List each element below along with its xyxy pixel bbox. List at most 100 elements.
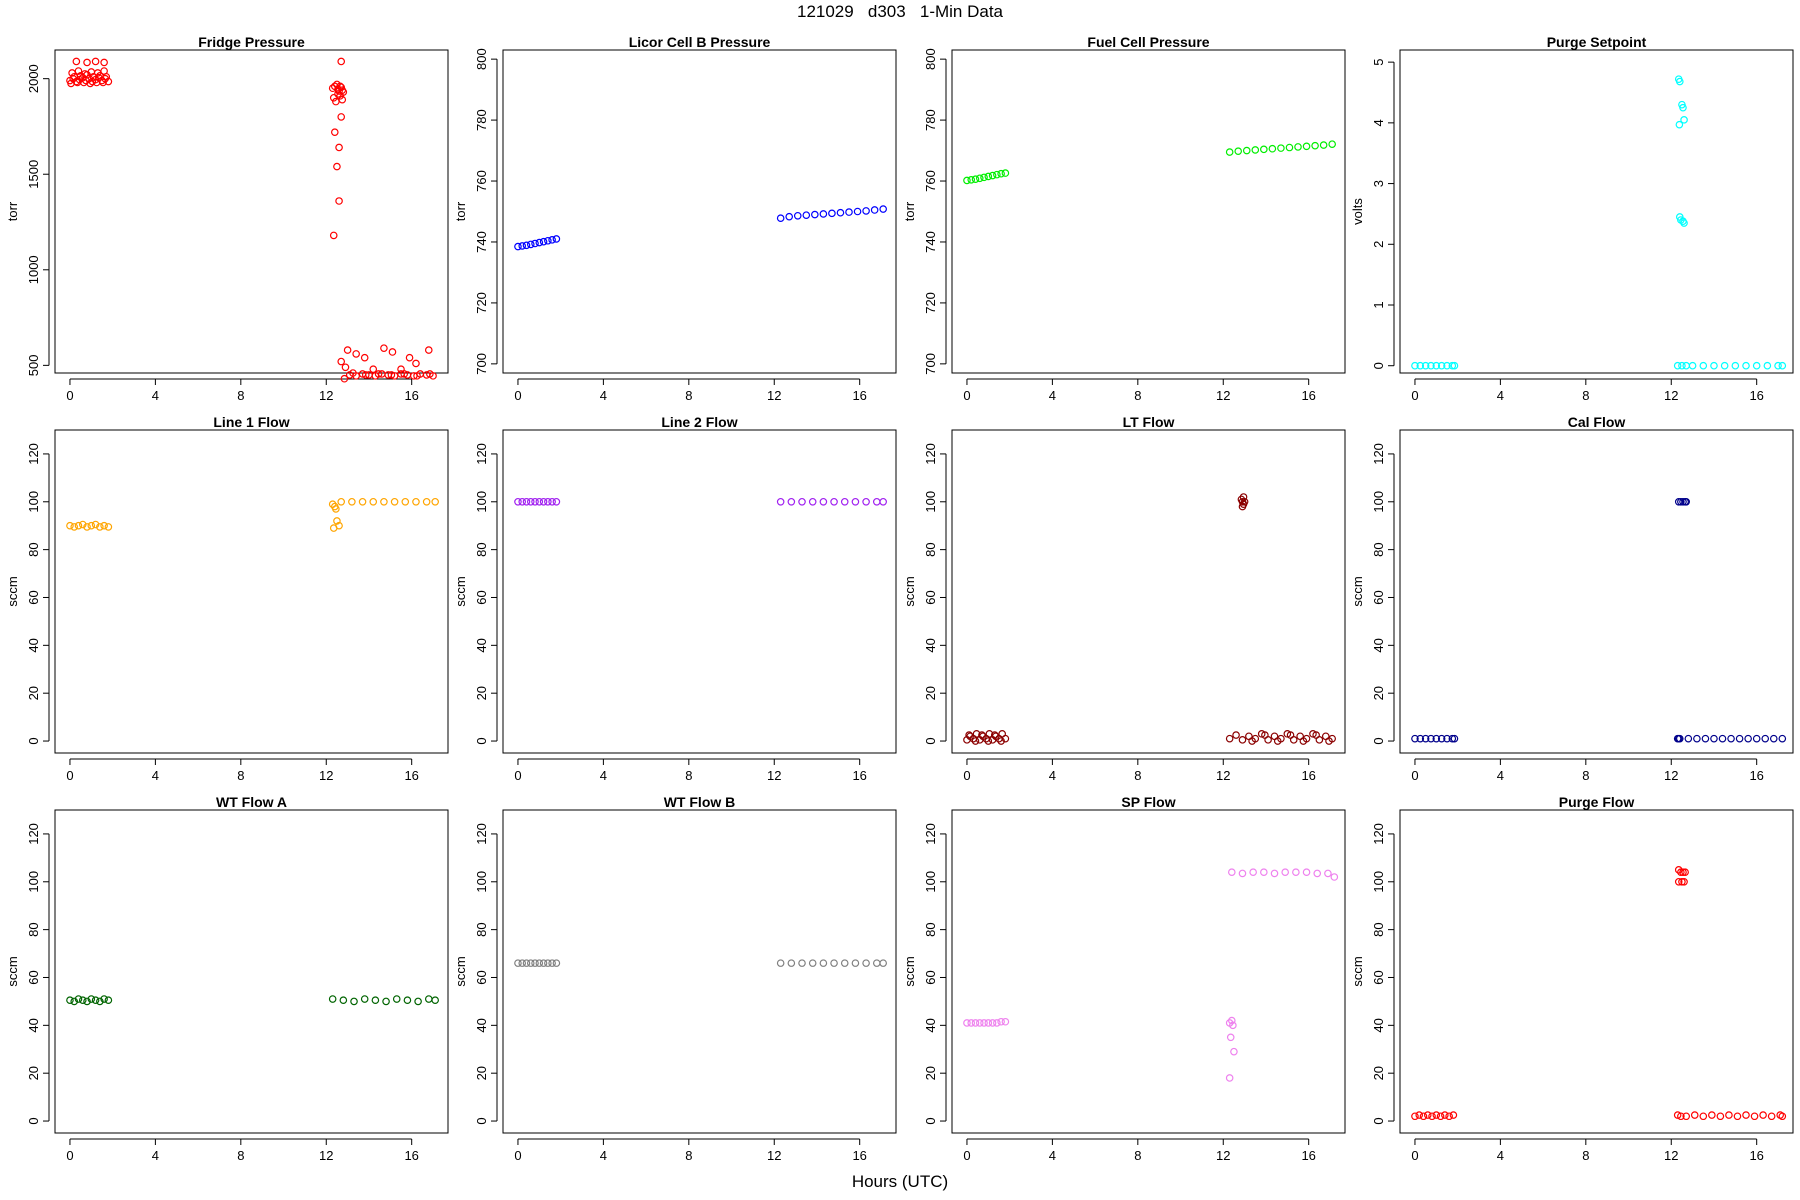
panel-fridge-pressure: Fridge Pressure 0 4 8 12 16 500 1000 1500 2000 tor… — [5, 34, 449, 403]
data-points — [1411, 497, 1787, 743]
data-point — [526, 497, 535, 506]
data-point — [1421, 734, 1430, 743]
data-point — [544, 959, 552, 967]
data-point — [851, 959, 860, 967]
data-point — [1674, 866, 1683, 874]
data-point — [522, 959, 531, 967]
y-tick-label: 120 — [1371, 823, 1386, 845]
data-point — [1778, 734, 1787, 743]
data-point — [1421, 361, 1430, 370]
x-tick-label: 12 — [1664, 768, 1678, 783]
y-tick-label: 700 — [923, 353, 938, 375]
data-point — [785, 212, 794, 221]
data-point — [988, 1019, 997, 1027]
data-point — [328, 84, 337, 93]
data-point — [1675, 734, 1684, 743]
y-axis-label: sccm — [902, 956, 917, 986]
data-point — [967, 176, 976, 184]
data-point — [836, 208, 845, 217]
data-point — [1285, 143, 1294, 152]
data-point — [83, 523, 91, 531]
x-tick-label: 8 — [1582, 388, 1589, 403]
data-point — [83, 58, 91, 67]
y-tick-label: 740 — [923, 231, 938, 253]
panel-lt-flow: LT Flow 0 4 8 12 16 0 20 40 60 80 100 120 sccm — [902, 414, 1346, 783]
x-tick-label: 4 — [1497, 768, 1504, 783]
data-point — [1330, 873, 1339, 881]
data-point — [980, 173, 988, 182]
data-point — [1675, 77, 1684, 86]
data-point — [993, 1019, 1001, 1027]
y-tick-label: 0 — [1371, 1117, 1386, 1124]
data-point — [518, 497, 527, 506]
panel-title: Licor Cell B Pressure — [629, 34, 771, 50]
data-point — [993, 170, 1001, 179]
data-point — [1682, 497, 1691, 506]
panel-licor-cell-b-pressure: Licor Cell B Pressure 0 4 8 12 16 700 720 740 760… — [453, 34, 897, 403]
data-point — [413, 372, 421, 380]
y-tick-label: 20 — [474, 1066, 489, 1080]
data-point — [336, 92, 344, 100]
data-point — [369, 497, 378, 506]
x-axis: 0 4 8 12 16 — [963, 758, 1316, 783]
data-point — [539, 237, 548, 246]
panel-cal-flow: Cal Flow 0 4 8 12 16 0 20 40 60 80 100 120 sccm — [1350, 414, 1794, 783]
plot-frame — [54, 429, 449, 754]
data-point — [1270, 869, 1279, 878]
data-point — [100, 995, 108, 1003]
data-point — [798, 959, 806, 967]
y-tick-label: 60 — [923, 590, 938, 604]
data-point — [1286, 731, 1295, 739]
x-tick-label: 8 — [237, 768, 244, 783]
data-point — [544, 497, 552, 506]
data-point — [328, 995, 337, 1003]
data-point — [1449, 1111, 1458, 1119]
y-axis: 0 20 40 60 80 100 120 sccm — [453, 443, 498, 745]
data-point — [1675, 120, 1684, 129]
x-tick-label: 4 — [1049, 768, 1056, 783]
data-point — [1680, 877, 1688, 886]
data-point — [1313, 869, 1322, 878]
y-axis: 700 720 740 760 780 800 torr — [902, 48, 947, 375]
data-point — [851, 497, 860, 506]
data-point — [1699, 361, 1708, 370]
data-point — [1708, 1111, 1716, 1119]
y-tick-label: 40 — [474, 638, 489, 652]
data-point — [776, 214, 785, 223]
data-point — [828, 209, 836, 218]
y-tick-label: 20 — [923, 1066, 938, 1080]
data-point — [819, 959, 828, 967]
x-tick-label: 8 — [237, 1148, 244, 1163]
data-point — [548, 959, 556, 967]
data-point — [1774, 361, 1782, 370]
data-point — [802, 211, 811, 219]
data-point — [862, 497, 870, 506]
data-points — [963, 868, 1339, 1082]
y-tick-label: 20 — [26, 686, 41, 700]
data-points — [963, 140, 1336, 185]
y-tick-label: 800 — [474, 48, 489, 70]
data-point — [975, 174, 984, 183]
data-point — [1727, 734, 1735, 743]
plot-frame — [1399, 429, 1794, 754]
y-axis-label: sccm — [1350, 576, 1365, 606]
data-point — [337, 113, 346, 121]
data-point — [339, 996, 348, 1005]
data-point — [337, 357, 346, 366]
y-tick-label: 20 — [1371, 686, 1386, 700]
x-tick-label: 0 — [66, 768, 73, 783]
data-point — [66, 996, 74, 1005]
data-point — [776, 959, 785, 967]
data-point — [1319, 141, 1328, 149]
data-point — [535, 497, 544, 506]
data-point — [776, 497, 785, 506]
x-axis: 0 4 8 12 16 — [514, 758, 867, 783]
data-point — [531, 959, 539, 967]
data-point — [104, 996, 113, 1005]
data-point — [811, 210, 819, 219]
data-point — [1328, 140, 1336, 148]
data-point — [539, 497, 548, 506]
y-tick-label: 100 — [26, 871, 41, 893]
data-point — [1432, 361, 1441, 370]
data-point — [1324, 869, 1332, 878]
